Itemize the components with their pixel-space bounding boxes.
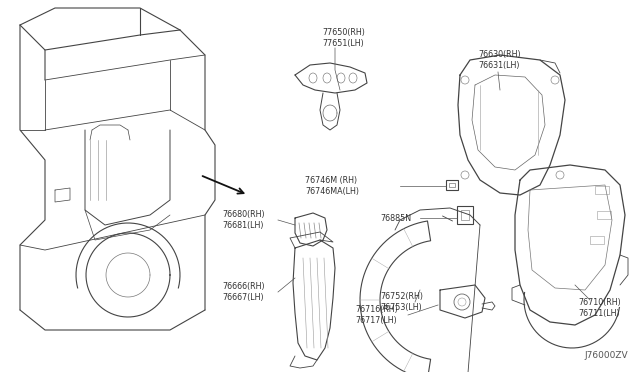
Bar [595, 186, 609, 194]
Text: 76746M (RH)
76746MA(LH): 76746M (RH) 76746MA(LH) [305, 176, 359, 196]
Bar [597, 211, 611, 219]
Bar [461, 210, 469, 220]
Text: 76885N: 76885N [380, 214, 411, 222]
Bar [590, 236, 604, 244]
Text: 76752(RH)
76753(LH): 76752(RH) 76753(LH) [380, 292, 423, 312]
Text: 76630(RH)
76631(LH): 76630(RH) 76631(LH) [478, 50, 520, 70]
Bar [446, 180, 458, 190]
Bar [449, 183, 455, 187]
Text: J76000ZV: J76000ZV [584, 351, 628, 360]
Text: 76666(RH)
76667(LH): 76666(RH) 76667(LH) [222, 282, 264, 302]
Text: 76710(RH)
76711(LH): 76710(RH) 76711(LH) [578, 298, 621, 318]
Bar [457, 206, 473, 224]
Text: 76716(RH)
76717(LH): 76716(RH) 76717(LH) [355, 305, 397, 325]
Text: 76680(RH)
76681(LH): 76680(RH) 76681(LH) [222, 210, 264, 230]
Text: 77650(RH)
77651(LH): 77650(RH) 77651(LH) [322, 28, 365, 48]
